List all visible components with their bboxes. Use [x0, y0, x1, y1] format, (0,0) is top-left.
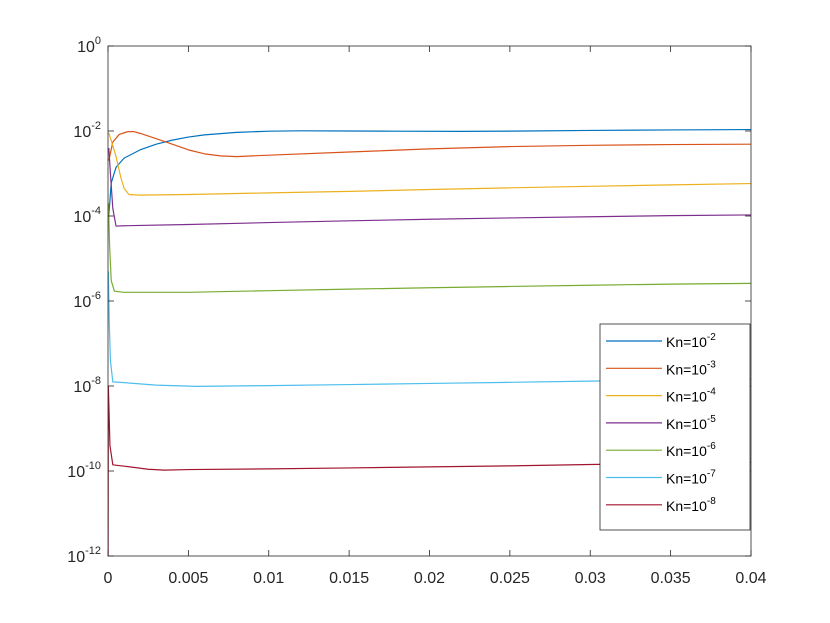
- x-tick-label: 0.03: [575, 570, 606, 587]
- y-tick-base: 10: [73, 209, 91, 226]
- legend-label-exponent: -3: [707, 359, 716, 370]
- y-tick-exponent: -6: [91, 290, 101, 302]
- legend-label: Kn=10-8: [666, 496, 716, 514]
- y-tick-base: 10: [77, 39, 95, 56]
- legend-label-exponent: -4: [707, 387, 716, 398]
- y-tick-base: 10: [73, 294, 91, 311]
- x-tick-label: 0: [104, 570, 113, 587]
- legend-label: Kn=10-6: [666, 441, 716, 459]
- y-tick-base: 10: [67, 464, 85, 481]
- x-tick-label: 0.035: [651, 570, 691, 587]
- legend-label: Kn=10-4: [666, 387, 716, 405]
- legend-label: Kn=10-5: [666, 414, 716, 432]
- x-tick-label: 0.04: [735, 570, 766, 587]
- x-tick-label: 0.015: [329, 570, 369, 587]
- series-line-6: [108, 271, 751, 387]
- y-tick-label: 10-2: [73, 120, 101, 141]
- legend-label-exponent: -7: [707, 469, 716, 480]
- y-tick-exponent: -4: [91, 205, 101, 217]
- x-tick-label: 0.01: [253, 570, 284, 587]
- y-tick-label: 100: [77, 35, 101, 56]
- y-tick-exponent: -2: [91, 120, 101, 132]
- x-axis: 0 0.005 0.01 0.015 0.02 0.025 0.03 0.035 0.04: [104, 46, 767, 587]
- legend-label: Kn=10-2: [666, 332, 716, 350]
- legend-label: Kn=10-7: [666, 469, 716, 487]
- legend-box: [599, 323, 751, 531]
- legend-label-base: Kn=10: [666, 361, 707, 377]
- legend-label-base: Kn=10: [666, 389, 707, 405]
- x-tick-label: 0.005: [168, 570, 208, 587]
- y-tick-exponent: -10: [85, 460, 101, 472]
- legend: Kn=10-2Kn=10-3Kn=10-4Kn=10-5Kn=10-6Kn=10…: [599, 323, 751, 531]
- series-line-4: [108, 147, 751, 227]
- legend-label-exponent: -2: [707, 332, 716, 343]
- legend-label-base: Kn=10: [666, 471, 707, 487]
- y-tick-label: 10-4: [73, 205, 101, 226]
- legend-label-base: Kn=10: [666, 498, 707, 514]
- legend-label-base: Kn=10: [666, 443, 707, 459]
- series-layer: [108, 128, 751, 556]
- y-tick-exponent: -8: [91, 375, 101, 387]
- legend-label-base: Kn=10: [666, 416, 707, 432]
- legend-label-exponent: -6: [707, 441, 716, 452]
- series-line-7: [108, 385, 751, 556]
- y-tick-label: 10-8: [73, 375, 101, 396]
- x-tick-label: 0.02: [414, 570, 445, 587]
- legend-label: Kn=10-3: [666, 359, 716, 377]
- y-tick-label: 10-12: [67, 545, 101, 566]
- y-tick-base: 10: [67, 549, 85, 566]
- y-tick-exponent: -12: [85, 545, 101, 557]
- y-tick-base: 10: [73, 379, 91, 396]
- legend-label-base: Kn=10: [666, 334, 707, 350]
- legend-label-exponent: -8: [707, 496, 716, 507]
- y-tick-label: 10-10: [67, 460, 101, 481]
- series-line-2: [108, 130, 751, 161]
- series-line-5: [108, 203, 751, 293]
- x-tick-label: 0.025: [490, 570, 530, 587]
- series-line-1: [108, 128, 751, 217]
- y-tick-exponent: 0: [95, 35, 101, 47]
- legend-label-exponent: -5: [707, 414, 716, 425]
- y-tick-base: 10: [73, 124, 91, 141]
- y-tick-label: 10-6: [73, 290, 101, 311]
- series-line-3: [108, 132, 751, 196]
